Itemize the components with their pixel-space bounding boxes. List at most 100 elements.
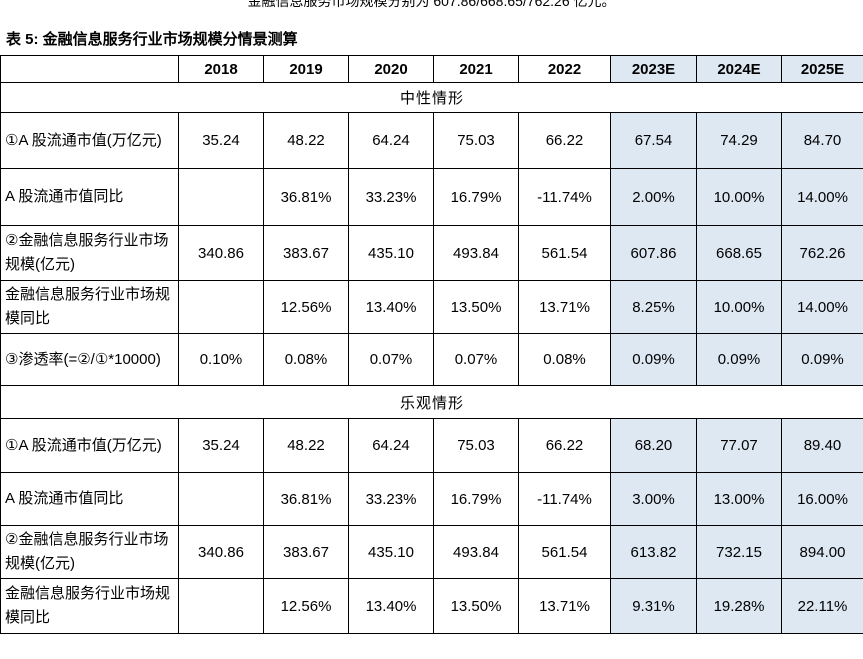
data-row: ②金融信息服务行业市场规模(亿元) 340.86 383.67 435.10 493.8…: [0, 225, 863, 281]
value-cell: 383.67: [263, 525, 349, 579]
value-cell: -11.74%: [518, 168, 611, 226]
value-cell: -11.74%: [518, 472, 611, 526]
value-cell: 0.09%: [696, 333, 782, 386]
row-label: ②金融信息服务行业市场规模(亿元): [0, 525, 179, 579]
value-cell: 14.00%: [781, 168, 863, 226]
row-label: A 股流通市值同比: [0, 472, 179, 526]
value-cell: 19.28%: [696, 578, 782, 634]
value-cell: 66.22: [518, 112, 611, 169]
value-cell: 75.03: [433, 112, 519, 169]
value-cell: 3.00%: [610, 472, 697, 526]
value-cell: 35.24: [178, 112, 264, 169]
header-cell: 2020: [348, 55, 434, 83]
value-cell: 0.08%: [263, 333, 349, 386]
value-cell: 64.24: [348, 112, 434, 169]
value-cell: 561.54: [518, 525, 611, 579]
value-cell: 668.65: [696, 225, 782, 281]
value-cell: 33.23%: [348, 472, 434, 526]
value-cell: 48.22: [263, 112, 349, 169]
value-cell: 77.07: [696, 418, 782, 473]
value-cell: 75.03: [433, 418, 519, 473]
data-row: A 股流通市值同比 36.81% 33.23% 16.79% -11.74% 3.00% 1…: [0, 472, 863, 526]
value-cell: 2.00%: [610, 168, 697, 226]
value-cell: [178, 578, 264, 634]
value-cell: 0.07%: [433, 333, 519, 386]
value-cell: 74.29: [696, 112, 782, 169]
value-cell: 732.15: [696, 525, 782, 579]
header-cell: 2019: [263, 55, 349, 83]
value-cell: 8.25%: [610, 280, 697, 334]
value-cell: 22.11%: [781, 578, 863, 634]
table-title: 表 5: 金融信息服务行业市场规模分情景测算: [6, 31, 298, 48]
value-cell: 89.40: [781, 418, 863, 473]
value-cell: 607.86: [610, 225, 697, 281]
value-cell: 340.86: [178, 525, 264, 579]
value-cell: 14.00%: [781, 280, 863, 334]
value-cell: 0.08%: [518, 333, 611, 386]
value-cell: 67.54: [610, 112, 697, 169]
value-cell: 36.81%: [263, 472, 349, 526]
value-cell: 493.84: [433, 225, 519, 281]
value-cell: 48.22: [263, 418, 349, 473]
value-cell: 12.56%: [263, 578, 349, 634]
value-cell: 36.81%: [263, 168, 349, 226]
header-row: 2018 2019 2020 2021 2022 2023E 2024E 2025E: [0, 55, 863, 83]
row-label: ①A 股流通市值(万亿元): [0, 418, 179, 473]
value-cell: 16.00%: [781, 472, 863, 526]
value-cell: 340.86: [178, 225, 264, 281]
value-cell: 13.00%: [696, 472, 782, 526]
value-cell: 613.82: [610, 525, 697, 579]
intro-text: 金融信息服务市场规模分别为 607.86/668.65/762.26 亿元。: [247, 0, 616, 9]
section-title: 中性情形: [0, 82, 863, 113]
value-cell: [178, 168, 264, 226]
value-cell: 493.84: [433, 525, 519, 579]
value-cell: 84.70: [781, 112, 863, 169]
row-label: 金融信息服务行业市场规模同比: [0, 280, 179, 334]
header-cell: 2021: [433, 55, 519, 83]
header-cell: 2022: [518, 55, 611, 83]
value-cell: 13.40%: [348, 578, 434, 634]
value-cell: 13.71%: [518, 578, 611, 634]
value-cell: 762.26: [781, 225, 863, 281]
value-cell: 9.31%: [610, 578, 697, 634]
header-cell: [0, 55, 179, 83]
header-cell: 2024E: [696, 55, 782, 83]
value-cell: 64.24: [348, 418, 434, 473]
value-cell: 68.20: [610, 418, 697, 473]
value-cell: [178, 280, 264, 334]
value-cell: 13.50%: [433, 280, 519, 334]
data-row: ③渗透率(=②/①*10000) 0.10% 0.08% 0.07% 0.07% 0.08…: [0, 333, 863, 386]
data-row: ①A 股流通市值(万亿元) 35.24 48.22 64.24 75.03 66.22 67…: [0, 112, 863, 169]
value-cell: 10.00%: [696, 280, 782, 334]
value-cell: 435.10: [348, 525, 434, 579]
value-cell: 33.23%: [348, 168, 434, 226]
value-cell: 13.71%: [518, 280, 611, 334]
value-cell: 13.50%: [433, 578, 519, 634]
value-cell: [178, 472, 264, 526]
value-cell: 561.54: [518, 225, 611, 281]
section-row: 乐观情形: [0, 385, 863, 419]
row-label: ②金融信息服务行业市场规模(亿元): [0, 225, 179, 281]
value-cell: 0.07%: [348, 333, 434, 386]
row-label: ①A 股流通市值(万亿元): [0, 112, 179, 169]
row-label: 金融信息服务行业市场规模同比: [0, 578, 179, 634]
value-cell: 0.09%: [781, 333, 863, 386]
value-cell: 894.00: [781, 525, 863, 579]
value-cell: 35.24: [178, 418, 264, 473]
data-row: A 股流通市值同比 36.81% 33.23% 16.79% -11.74% 2.00% 1…: [0, 168, 863, 226]
value-cell: 16.79%: [433, 472, 519, 526]
section-title: 乐观情形: [0, 385, 863, 419]
row-label: A 股流通市值同比: [0, 168, 179, 226]
value-cell: 383.67: [263, 225, 349, 281]
value-cell: 0.09%: [610, 333, 697, 386]
section-row: 中性情形: [0, 82, 863, 113]
header-cell: 2018: [178, 55, 264, 83]
value-cell: 10.00%: [696, 168, 782, 226]
data-row: 金融信息服务行业市场规模同比 12.56% 13.40% 13.50% 13.71% 8.…: [0, 280, 863, 334]
value-cell: 16.79%: [433, 168, 519, 226]
row-label: ③渗透率(=②/①*10000): [0, 333, 179, 386]
data-row: ②金融信息服务行业市场规模(亿元) 340.86 383.67 435.10 493.8…: [0, 525, 863, 579]
data-table: 2018 2019 2020 2021 2022 2023E 2024E 2025E 中性情形 ①…: [0, 55, 863, 634]
value-cell: 13.40%: [348, 280, 434, 334]
data-row: 金融信息服务行业市场规模同比 12.56% 13.40% 13.50% 13.71% 9.…: [0, 578, 863, 634]
